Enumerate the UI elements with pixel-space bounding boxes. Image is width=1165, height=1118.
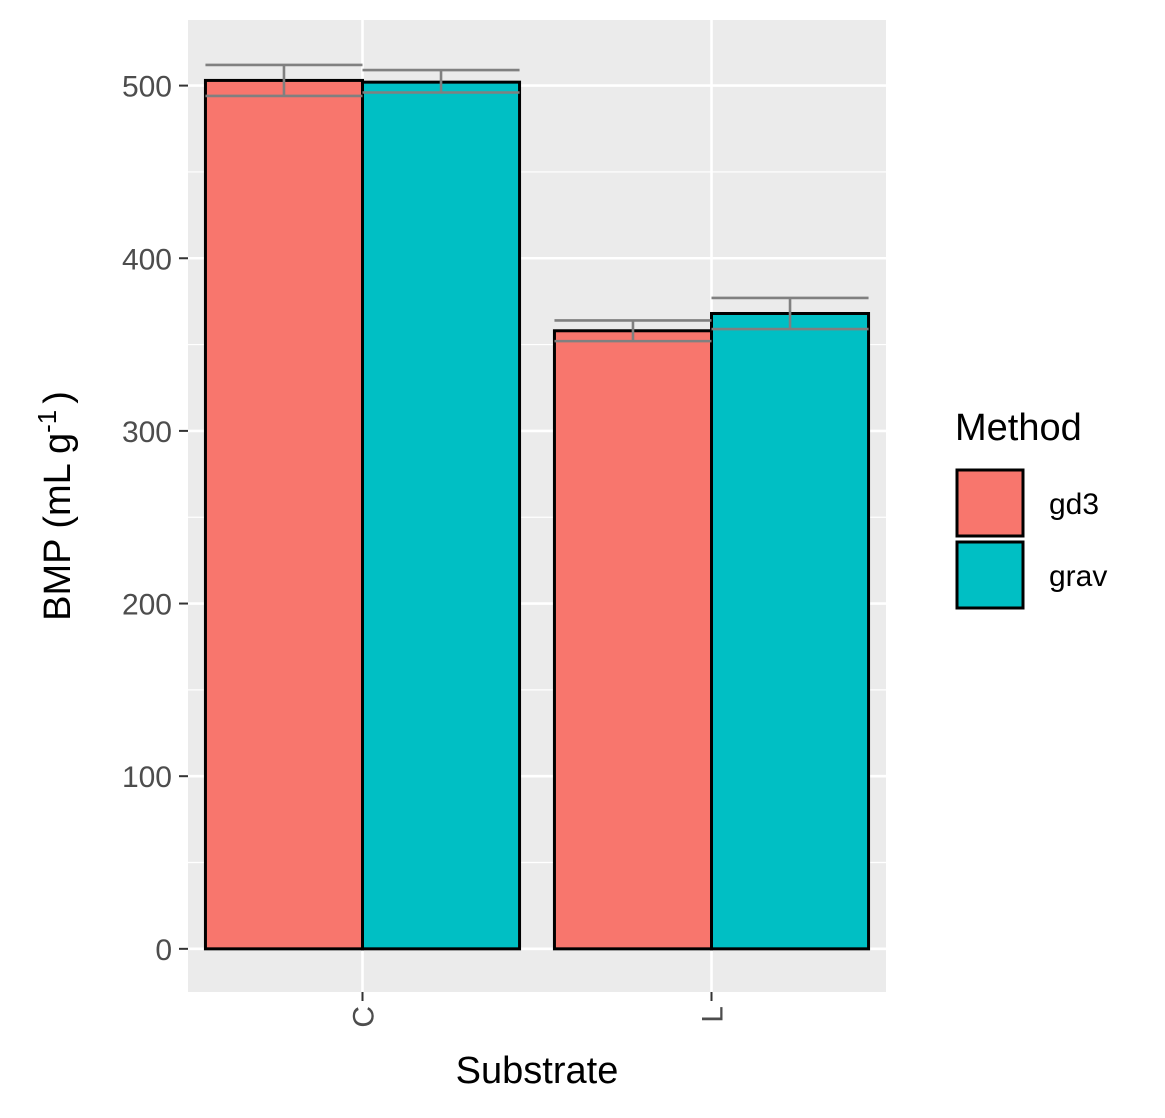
y-tick-label: 200 xyxy=(122,589,172,622)
legend-label: grav xyxy=(1049,560,1107,593)
y-tick-label: 0 xyxy=(155,934,172,967)
y-axis: 0 100 200 300 400 500 xyxy=(122,71,188,967)
bar xyxy=(361,80,522,951)
bar xyxy=(710,311,871,951)
x-axis-title: Substrate xyxy=(456,1050,619,1092)
y-tick-label: 300 xyxy=(122,416,172,449)
y-tick-label: 100 xyxy=(122,761,172,794)
bar xyxy=(552,329,714,951)
y-tick-label: 400 xyxy=(122,243,172,276)
bar xyxy=(203,78,364,951)
bars-group xyxy=(203,78,871,951)
y-tick-label: 500 xyxy=(122,71,172,104)
x-tick-label: C xyxy=(348,1006,381,1028)
y-axis-title-superscript: -1 xyxy=(32,410,62,433)
legend-key xyxy=(955,540,1025,610)
legend-label: gd3 xyxy=(1049,488,1099,521)
error-bars-group xyxy=(205,63,869,343)
legend-title: Method xyxy=(955,407,1082,449)
y-axis-title: BMP (mL g-1) xyxy=(32,391,79,621)
legend-key xyxy=(955,468,1025,538)
legend: Method gd3 grav xyxy=(955,407,1107,610)
x-tick-label: L xyxy=(697,1006,730,1023)
